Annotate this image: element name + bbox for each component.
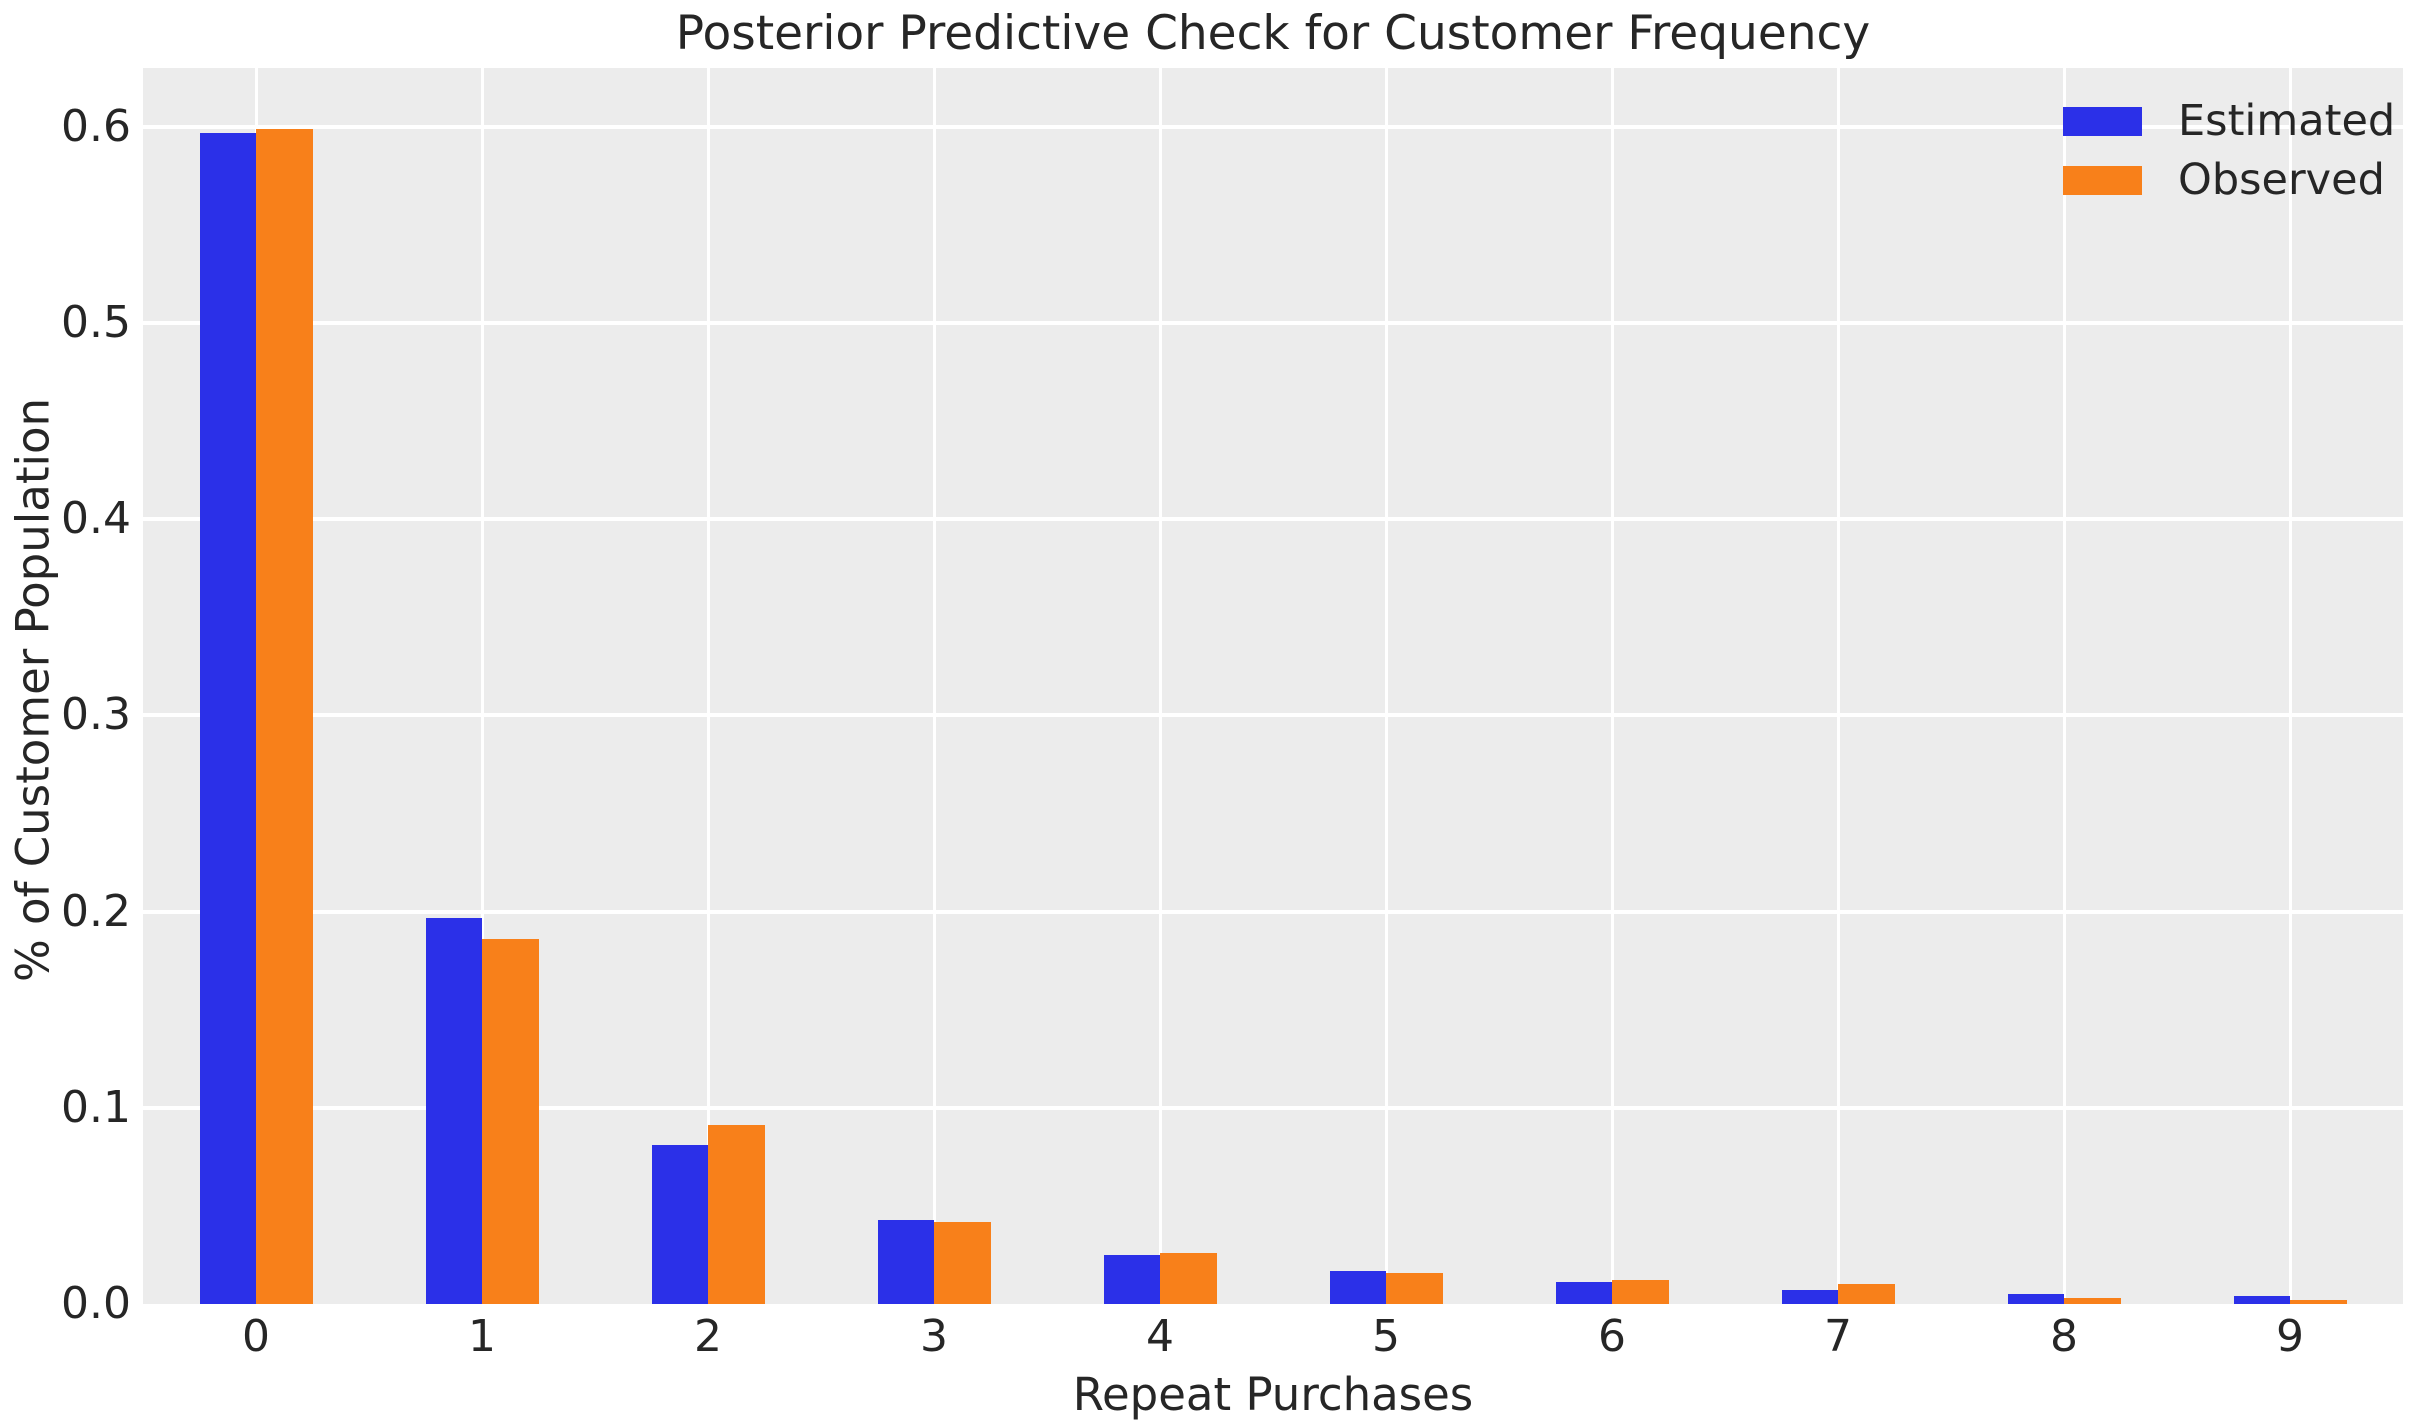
legend-item-estimated: Estimated [2063,100,2395,143]
y-axis-tick-label: 0.0 [61,1278,131,1329]
y-axis-tick-label: 0.1 [61,1081,131,1133]
gridline-vertical [1384,68,1388,1304]
x-axis-tick-label: 4 [1146,1311,1174,1362]
gridline-vertical [1836,68,1840,1304]
bar-estimated-x5 [1329,1270,1386,1304]
gridline-vertical [2062,68,2066,1304]
legend-label-estimated: Estimated [2178,96,2396,146]
gridline-vertical [1610,68,1614,1304]
bar-observed-x1 [482,939,539,1304]
bar-observed-x6 [1612,1280,1669,1304]
gridline-vertical [706,68,710,1304]
x-axis-tick-label: 1 [468,1311,496,1362]
y-axis-tick-label: 0.2 [61,885,131,937]
y-axis-tick-label: 0.5 [61,297,131,349]
bar-observed-x7 [1838,1284,1895,1304]
bar-estimated-x4 [1103,1254,1160,1304]
bar-estimated-x7 [1781,1290,1838,1304]
gridline-vertical [1158,68,1162,1304]
observed-series-swatch [2063,166,2142,195]
legend-label-observed: Observed [2178,155,2385,205]
bar-estimated-x1 [425,917,482,1304]
bar-observed-x5 [1386,1272,1443,1304]
bar-estimated-x0 [199,132,256,1304]
bar-estimated-x8 [2007,1294,2064,1304]
bar-observed-x8 [2064,1298,2121,1304]
x-axis-tick-label: 7 [1824,1311,1852,1362]
gridline-horizontal [143,321,2403,326]
x-axis-tick-label: 2 [694,1311,722,1362]
bar-estimated-x9 [2233,1296,2290,1304]
bar-estimated-x2 [651,1145,708,1304]
bar-estimated-x3 [877,1219,934,1304]
y-axis-tick-label: 0.3 [61,689,131,741]
y-axis-tick-label: 0.4 [61,493,131,545]
x-axis-tick-label: 5 [1372,1311,1400,1362]
x-axis-label: Repeat Purchases [1072,1368,1474,1421]
estimated-series-swatch [2063,107,2142,136]
gridline-horizontal [143,124,2403,129]
gridline-horizontal [143,909,2403,914]
bar-observed-x3 [934,1221,991,1304]
x-axis-tick-label: 8 [2050,1311,2078,1362]
x-axis-tick-label: 3 [920,1311,948,1362]
x-axis-tick-label: 9 [2276,1311,2304,1362]
x-axis-tick-label: 6 [1598,1311,1626,1362]
legend-item-observed: Observed [2063,159,2385,202]
gridline-vertical [480,68,484,1304]
bar-observed-x2 [708,1125,765,1304]
chart-title: Posterior Predictive Check for Customer … [675,6,1871,61]
gridline-horizontal [143,713,2403,718]
plot-area [143,68,2403,1304]
bar-observed-x4 [1160,1252,1217,1304]
gridline-horizontal [143,517,2403,522]
gridline-vertical [932,68,936,1304]
gridline-vertical [2288,68,2292,1304]
bar-observed-x0 [256,128,313,1304]
bar-observed-x9 [2290,1300,2347,1304]
bar-estimated-x6 [1555,1282,1612,1304]
x-axis-tick-label: 0 [242,1311,270,1362]
gridline-horizontal [143,1105,2403,1110]
y-axis-tick-label: 0.6 [61,100,131,152]
